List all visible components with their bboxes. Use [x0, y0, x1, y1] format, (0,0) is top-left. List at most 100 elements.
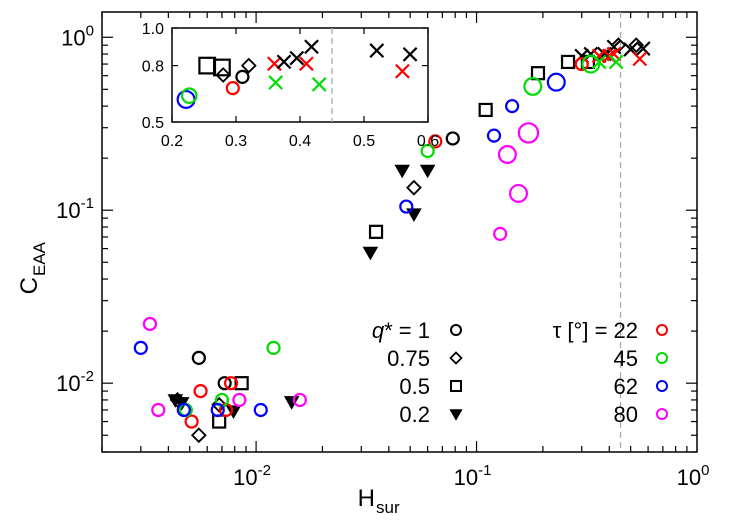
data-point — [362, 246, 379, 261]
data-point — [266, 340, 281, 355]
data-point — [234, 376, 249, 391]
data-point — [217, 376, 232, 391]
inset-series-inset-tau-45-crosses — [268, 75, 327, 92]
data-point — [399, 199, 414, 214]
legend-q-label-symbol: q — [372, 318, 385, 343]
inset-data-point-stroke-b — [268, 75, 284, 90]
x-tick-label: 10-2 — [233, 462, 271, 490]
y-axis-label: C — [16, 277, 43, 294]
data-point-stroke-b — [608, 54, 624, 70]
data-point — [574, 56, 589, 72]
series-black-triangles-q-0-2 — [167, 164, 436, 419]
data-point — [193, 383, 208, 399]
inset-data-point — [240, 57, 257, 74]
inset-x-tick-label: 0.2 — [161, 133, 183, 150]
data-point — [142, 316, 158, 332]
data-point-stroke-b — [623, 42, 639, 57]
data-point — [581, 54, 601, 74]
data-point — [560, 54, 576, 70]
legend-q-label: 0.75 — [387, 346, 430, 371]
inset-data-point — [395, 63, 410, 79]
y-tick-label-exp: -2 — [81, 368, 94, 385]
inset-data-point — [276, 54, 292, 70]
data-point — [608, 54, 624, 70]
inset-frame — [171, 27, 429, 123]
legend-tau-label: 45 — [614, 346, 638, 371]
inset-series-inset-black-circle — [235, 69, 250, 84]
data-point — [486, 128, 502, 143]
data-point — [368, 224, 384, 239]
data-point — [591, 54, 607, 70]
x-tick-label: 10-1 — [454, 462, 492, 490]
inset-data-point — [304, 39, 319, 55]
data-point — [509, 183, 529, 203]
inset-data-point — [180, 87, 198, 104]
inset-data-point — [268, 75, 284, 90]
data-point — [420, 143, 435, 159]
y-minor-ticks — [102, 36, 697, 453]
x-tick-label: 100 — [677, 462, 710, 490]
inset-series-inset-black-crosses — [276, 39, 418, 70]
data-point — [232, 392, 247, 408]
x-axis-label: H — [358, 485, 375, 512]
inset-series-inset-tau-45-circle — [180, 87, 198, 104]
inset-data-point-stroke-b — [369, 43, 385, 58]
y-tick-label-base: 10 — [56, 198, 80, 223]
legends: q* = 1 0.75 0.5 0.2 τ [°] = 22 45 62 80 — [372, 318, 668, 427]
data-point — [212, 414, 227, 429]
series-tau-80 — [142, 122, 540, 418]
data-point — [632, 51, 648, 67]
data-point — [523, 76, 543, 96]
y-axis-label-group: C EAA — [16, 241, 49, 294]
data-point — [151, 402, 166, 418]
data-point — [445, 131, 460, 146]
x-tick-label-exp: -1 — [478, 462, 491, 479]
inset-y-tick-label: 0.5 — [142, 115, 164, 132]
data-point — [210, 402, 225, 418]
data-point — [292, 392, 307, 408]
data-point-stroke-b — [606, 46, 622, 62]
series-tau-45-crosses — [591, 54, 624, 70]
data-point — [428, 134, 443, 149]
inset-x-tick-label: 0.3 — [225, 133, 247, 150]
x-minor-ticks — [101, 12, 688, 452]
data-point — [497, 144, 517, 164]
inset-data-point — [299, 56, 314, 72]
inset-x-tick-label: 0.5 — [353, 133, 375, 150]
data-point-stroke-b — [632, 51, 648, 67]
data-point — [419, 164, 436, 179]
inset-plot: 0.2 0.3 0.4 0.5 0.6 0.5 0.8 1.0 — [142, 21, 439, 150]
data-point-stroke-b — [583, 46, 599, 62]
legend-q-marker-circle — [450, 324, 462, 336]
x-tick-label-exp: 0 — [701, 462, 709, 479]
legend-tau-marker — [656, 380, 668, 392]
y-axis-label-subscript: EAA — [30, 241, 49, 276]
inset-data-point — [225, 81, 240, 96]
data-point — [635, 41, 651, 56]
legend-tau-marker — [656, 324, 668, 336]
y-tick-label: 100 — [61, 22, 94, 50]
data-point — [283, 396, 300, 410]
data-point — [225, 405, 242, 419]
data-point-stroke-b — [606, 39, 622, 55]
inset-data-point-stroke-b — [299, 56, 314, 72]
x-tick-label-base: 10 — [233, 465, 257, 490]
data-point — [517, 122, 540, 144]
data-point — [406, 179, 422, 196]
inset-data-point — [369, 43, 385, 58]
legend-tau-label: τ [°] = 22 — [553, 318, 638, 343]
data-point — [478, 102, 493, 118]
inset-x-tick-label: 0.4 — [289, 133, 311, 150]
inset-y-tick-label: 1.0 — [142, 21, 164, 38]
y-tick-label: 10-2 — [56, 368, 94, 396]
inset-y-tick-label: 0.8 — [142, 59, 164, 76]
data-point — [505, 98, 520, 114]
data-point — [176, 402, 191, 418]
y-tick-label-base: 10 — [56, 371, 80, 396]
legend-q-label-rest: * = 1 — [384, 318, 430, 343]
data-point — [253, 402, 268, 418]
inset-x-tick-label: 0.6 — [417, 133, 439, 150]
legend-tau-label: 80 — [614, 402, 638, 427]
